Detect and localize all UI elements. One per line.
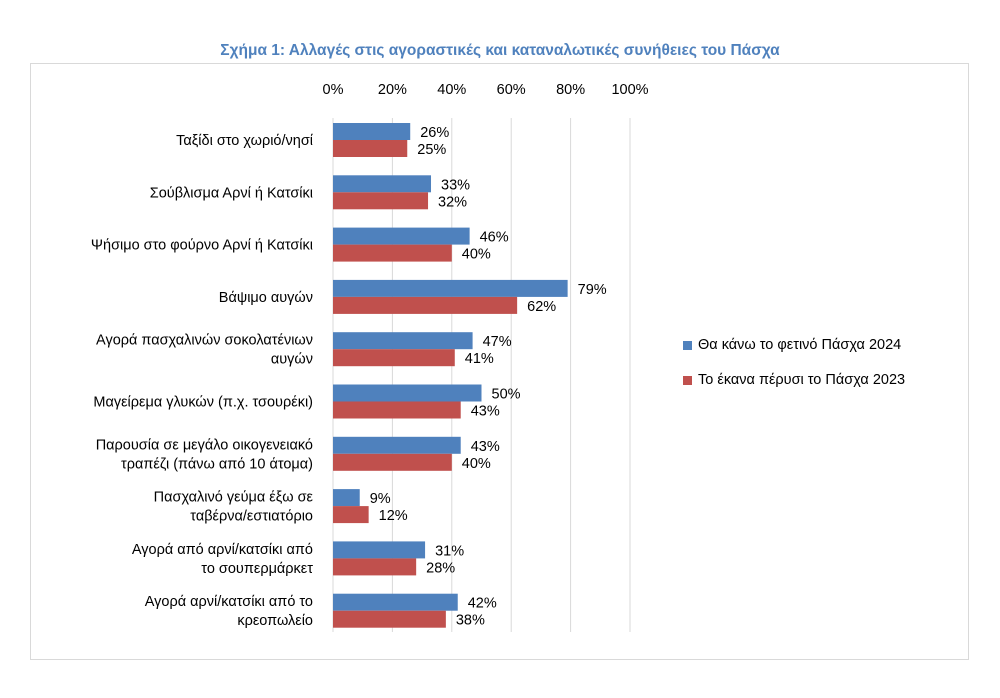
chart-title: Σχήμα 1: Αλλαγές στις αγοραστικές και κα… <box>220 42 780 59</box>
bar-2023 <box>333 349 455 367</box>
data-label: 50% <box>492 387 521 403</box>
data-label: 43% <box>471 439 500 455</box>
data-label: 41% <box>465 351 494 367</box>
data-label: 42% <box>468 596 497 612</box>
x-tick-label: 100% <box>611 82 648 98</box>
bar-2023 <box>333 453 452 471</box>
x-tick-label: 60% <box>497 82 526 98</box>
category-label: κρεοπωλείο <box>237 613 313 629</box>
bar-2024 <box>333 279 568 297</box>
bar-2024 <box>333 489 360 507</box>
data-label: 40% <box>462 247 491 263</box>
category-label: τραπέζι (πάνω από 10 άτομα) <box>121 456 313 472</box>
data-label: 12% <box>379 508 408 524</box>
data-label: 43% <box>471 404 500 420</box>
data-label: 31% <box>435 543 464 559</box>
category-label: το σουπερμάρκετ <box>201 561 313 577</box>
category-label: Ταξίδι στο χωριό/νησί <box>176 133 314 149</box>
x-tick-label: 80% <box>556 82 585 98</box>
bar-2023 <box>333 401 461 419</box>
data-label: 62% <box>527 299 556 315</box>
legend-label: Το έκανα πέρυσι το Πάσχα 2023 <box>698 372 906 388</box>
data-label: 46% <box>480 230 509 246</box>
bar-2024 <box>333 541 426 559</box>
legend-item-2023: Το έκανα πέρυσι το Πάσχα 2023 <box>683 372 905 388</box>
x-tick-label: 20% <box>378 82 407 98</box>
data-label: 9% <box>370 491 391 507</box>
bar-2023 <box>333 244 452 262</box>
bar-2024 <box>333 332 473 350</box>
category-label: Αγορά από αρνί/κατσίκι από <box>132 542 313 558</box>
data-label: 47% <box>483 334 512 350</box>
x-tick-label: 0% <box>323 82 344 98</box>
data-label: 33% <box>441 177 470 193</box>
data-label: 25% <box>417 142 446 158</box>
data-label: 26% <box>420 125 449 141</box>
bar-2023 <box>333 140 408 157</box>
bar-2023 <box>333 558 417 576</box>
category-label: Αγορά πασχαλινών σοκολατένιων <box>96 333 313 349</box>
legend-label: Θα κάνω το φετινό Πάσχα 2024 <box>698 337 902 353</box>
category-label: Παρουσία σε μεγάλο οικογενειακό <box>96 437 313 453</box>
bar-2024 <box>333 227 470 245</box>
chart-frame <box>30 63 969 660</box>
category-label: Βάψιμο αυγών <box>219 290 313 306</box>
data-label: 40% <box>462 456 491 472</box>
bar-2024 <box>333 384 482 402</box>
category-label: ταβέρνα/εστιατόριο <box>190 509 313 525</box>
data-label: 79% <box>578 282 607 298</box>
bar-2024 <box>333 593 458 611</box>
bar-2023 <box>333 610 446 628</box>
bar-2023 <box>333 506 369 524</box>
bar-2023 <box>333 192 429 210</box>
bar-2024 <box>333 123 411 140</box>
legend-swatch <box>683 375 692 385</box>
legend-swatch <box>683 340 692 350</box>
bar-2024 <box>333 436 461 454</box>
category-label: αυγών <box>271 352 313 368</box>
category-label: Μαγείρεμα γλυκών (π.χ. τσουρέκι) <box>93 395 313 411</box>
bar-2023 <box>333 296 518 314</box>
x-tick-label: 40% <box>437 82 466 98</box>
category-label: Πασχαλινό γεύμα έξω σε <box>154 490 314 506</box>
data-label: 38% <box>456 613 485 629</box>
legend-item-2024: Θα κάνω το φετινό Πάσχα 2024 <box>683 337 901 353</box>
category-label: Αγορά αρνί/κατσίκι από το <box>145 594 313 610</box>
data-label: 32% <box>438 194 467 210</box>
category-label: Ψήσιμο στο φούρνο Αρνί ή Κατσίκι <box>91 238 313 254</box>
category-label: Σούβλισμα Αρνί ή Κατσίκι <box>150 185 313 201</box>
data-label: 28% <box>426 560 455 576</box>
bar-2024 <box>333 175 432 193</box>
